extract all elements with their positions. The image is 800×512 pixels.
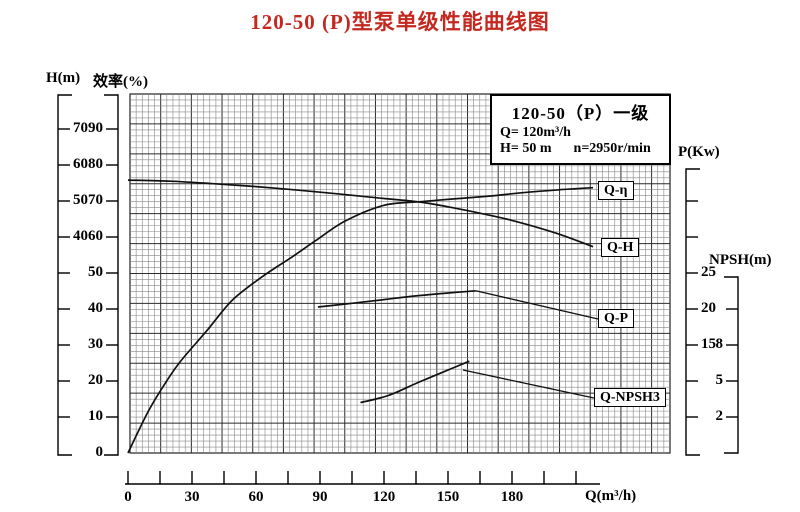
npsh-tick-label: 8	[715, 336, 724, 352]
q-tick-label: 150	[436, 489, 460, 505]
q-p-leader-line	[475, 290, 599, 320]
info-box-head: H= 50 m	[500, 141, 552, 156]
curve-qp	[317, 289, 476, 308]
info-box-flow: Q= 120m³/h	[500, 125, 571, 140]
h-tick-label: 50	[73, 192, 88, 208]
h-axis-title: H(m)	[46, 70, 81, 86]
p-axis-title: P(Kw)	[678, 144, 720, 160]
h-tick-label: 60	[73, 156, 88, 172]
q-tick-label: 180	[500, 489, 524, 505]
q-axis-title: Q(m³/h)	[585, 488, 637, 504]
curve-label-q-npsh3: Q-NPSH3	[594, 388, 666, 407]
info-box-model: 120-50（P）一级	[511, 104, 650, 123]
npsh-axis-title: NPSH(m)	[709, 252, 772, 268]
eff-tick-label: 20	[88, 372, 103, 388]
eff-tick-label: 40	[88, 300, 103, 316]
p-tick-label: 25	[701, 264, 716, 280]
info-box: 120-50（P）一级 Q= 120m³/h H= 50 m n=2950r/m…	[490, 94, 671, 165]
eff-tick-label: 70	[88, 192, 103, 208]
curve-label-q-eff: Q-η	[598, 181, 634, 200]
page-title: 120-50 (P)型泵单级性能曲线图	[250, 10, 550, 34]
curve-qnpsh3	[360, 360, 470, 404]
curves	[127, 179, 599, 454]
npsh-tick-label: 2	[715, 408, 724, 424]
eff-axis-title: 效率(%)	[93, 74, 148, 90]
curve-q	[127, 186, 594, 454]
eff-tick-label: 50	[88, 264, 103, 280]
q-npsh3-leader-line	[462, 369, 595, 399]
curve-qh	[127, 179, 594, 248]
axis-brackets	[57, 94, 739, 485]
info-box-speed: n=2950r/min	[573, 141, 651, 156]
q-tick-label: 0	[124, 489, 132, 505]
npsh-tick-label: 5	[715, 372, 724, 388]
eff-tick-label: 90	[88, 120, 103, 136]
q-tick-label: 90	[312, 489, 328, 505]
curve-label-q-h: Q-H	[601, 238, 640, 257]
curve-label-q-p: Q-P	[598, 309, 635, 328]
h-tick-label: 40	[73, 228, 88, 244]
eff-tick-label: 60	[88, 228, 103, 244]
q-tick-label: 120	[372, 489, 396, 505]
info-box-line3: H= 50 m n=2950r/min	[500, 141, 669, 157]
eff-tick-label: 80	[88, 156, 103, 172]
q-tick-label: 60	[248, 489, 264, 505]
eff-tick-label: 0	[95, 444, 104, 460]
h-tick-label: 70	[73, 120, 88, 136]
p-tick-label: 15	[701, 336, 716, 352]
eff-tick-label: 10	[88, 408, 103, 424]
q-tick-label: 30	[184, 489, 200, 505]
eff-tick-label: 30	[88, 336, 103, 352]
p-tick-label: 20	[701, 300, 716, 316]
